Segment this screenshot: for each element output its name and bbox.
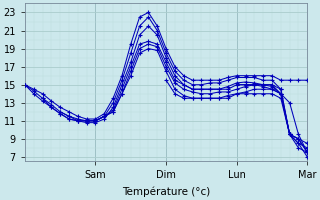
X-axis label: Température (°c): Température (°c) bbox=[122, 186, 210, 197]
